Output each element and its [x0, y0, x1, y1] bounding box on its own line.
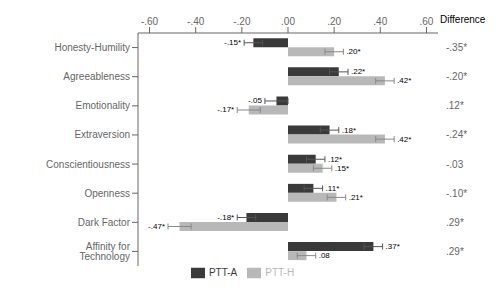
svg-text:Emotionality: Emotionality [76, 100, 130, 111]
svg-text:.20*: .20* [346, 47, 360, 56]
svg-text:.37*: .37* [386, 242, 400, 251]
svg-text:.20: .20 [327, 16, 341, 27]
svg-text:-.15*: -.15* [224, 38, 241, 47]
svg-text:.15*: .15* [335, 164, 349, 173]
html-text:PTT-H: PTT-H [265, 266, 295, 278]
html-text:PTT-A: PTT-A [208, 266, 238, 278]
svg-text:.18*: .18* [342, 126, 356, 135]
svg-text:Agreeableness: Agreeableness [63, 71, 130, 82]
svg-text:-.40: -.40 [187, 16, 205, 27]
svg-text:-.24*: -.24* [446, 129, 467, 140]
svg-text:.21*: .21* [349, 193, 363, 202]
svg-text:.08: .08 [319, 251, 331, 260]
svg-text:.40: .40 [373, 16, 387, 27]
svg-text:.42*: .42* [397, 76, 411, 85]
svg-text:.60: .60 [420, 16, 434, 27]
svg-text:-.47*: -.47* [148, 222, 165, 231]
svg-text:.22*: .22* [351, 67, 365, 76]
svg-text:-.20: -.20 [233, 16, 251, 27]
svg-text:-.35*: -.35* [446, 42, 467, 53]
svg-text:.29*: .29* [446, 217, 464, 228]
svg-text:Extraversion: Extraversion [74, 129, 130, 140]
html-text:Difference: Difference [440, 14, 486, 25]
svg-text:.29*: .29* [446, 246, 464, 257]
svg-text:Conscientiousness: Conscientiousness [46, 159, 130, 170]
svg-text:Affinity forTechnology: Affinity forTechnology [79, 241, 130, 262]
svg-text:.00: .00 [281, 16, 295, 27]
svg-text:Dark Factor: Dark Factor [78, 217, 131, 228]
svg-text:Openness: Openness [84, 188, 130, 199]
svg-text:.42*: .42* [397, 135, 411, 144]
svg-text:.12*: .12* [328, 155, 342, 164]
svg-text:-.05: -.05 [248, 96, 262, 105]
svg-text:-.18*: -.18* [217, 213, 234, 222]
svg-text:-.20*: -.20* [446, 71, 467, 82]
svg-text:Honesty-Humility: Honesty-Humility [54, 42, 130, 53]
svg-text:-.10*: -.10* [446, 188, 467, 199]
svg-text:.12*: .12* [446, 100, 464, 111]
svg-text:-.03: -.03 [446, 159, 464, 170]
svg-text:-.60: -.60 [141, 16, 159, 27]
svg-text:.11*: .11* [326, 184, 340, 193]
svg-text:-.17*: -.17* [217, 105, 234, 114]
